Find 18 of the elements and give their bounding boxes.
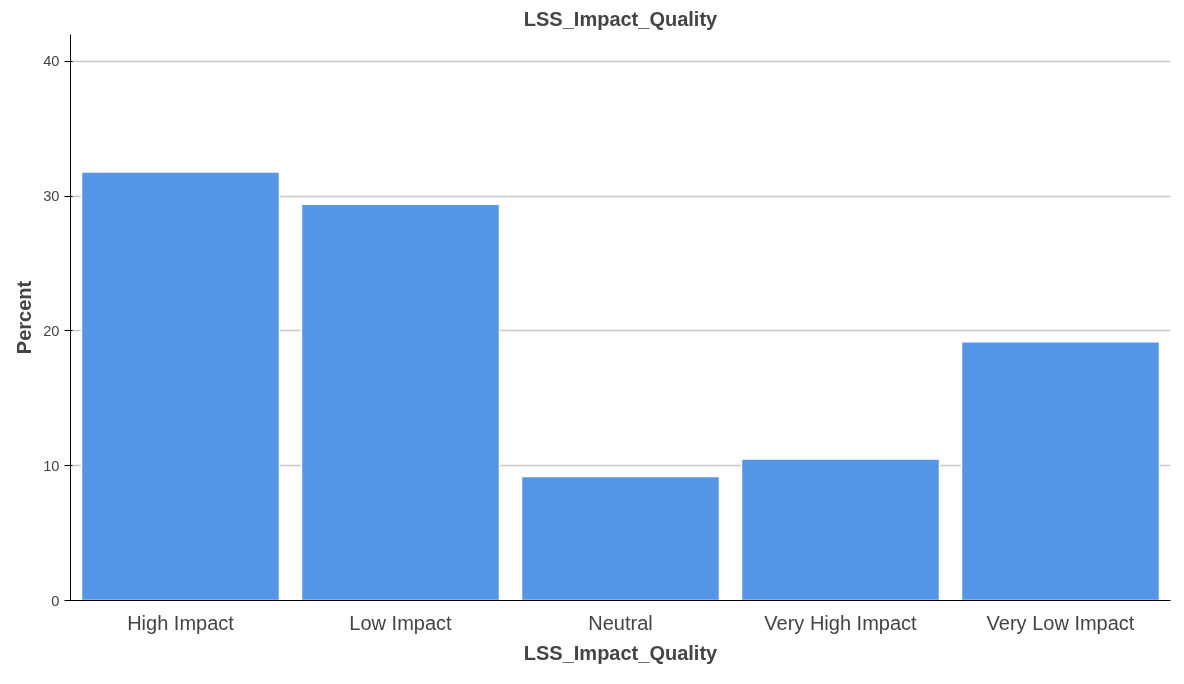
x-tick-label: Very High Impact bbox=[764, 611, 918, 634]
bar bbox=[300, 203, 501, 601]
y-tick-label: 40 bbox=[43, 53, 60, 70]
y-axis-title: Percent bbox=[13, 280, 36, 355]
y-tick-label: 0 bbox=[51, 592, 60, 609]
y-tick-label: 20 bbox=[43, 322, 60, 339]
y-tick-label: 30 bbox=[43, 188, 60, 205]
bar bbox=[960, 341, 1161, 601]
y-tick-label: 10 bbox=[43, 457, 60, 474]
x-tick-label: Neutral bbox=[588, 611, 653, 634]
chart-title: LSS_Impact_Quality bbox=[523, 7, 719, 30]
x-tick-label: Very Low Impact bbox=[986, 611, 1135, 634]
x-tick-label: High Impact bbox=[127, 611, 235, 634]
bar bbox=[740, 458, 941, 601]
x-tick-label: Low Impact bbox=[349, 611, 453, 634]
x-axis-title: LSS_Impact_Quality bbox=[523, 641, 719, 664]
bar bbox=[80, 171, 281, 601]
bar bbox=[520, 475, 721, 601]
